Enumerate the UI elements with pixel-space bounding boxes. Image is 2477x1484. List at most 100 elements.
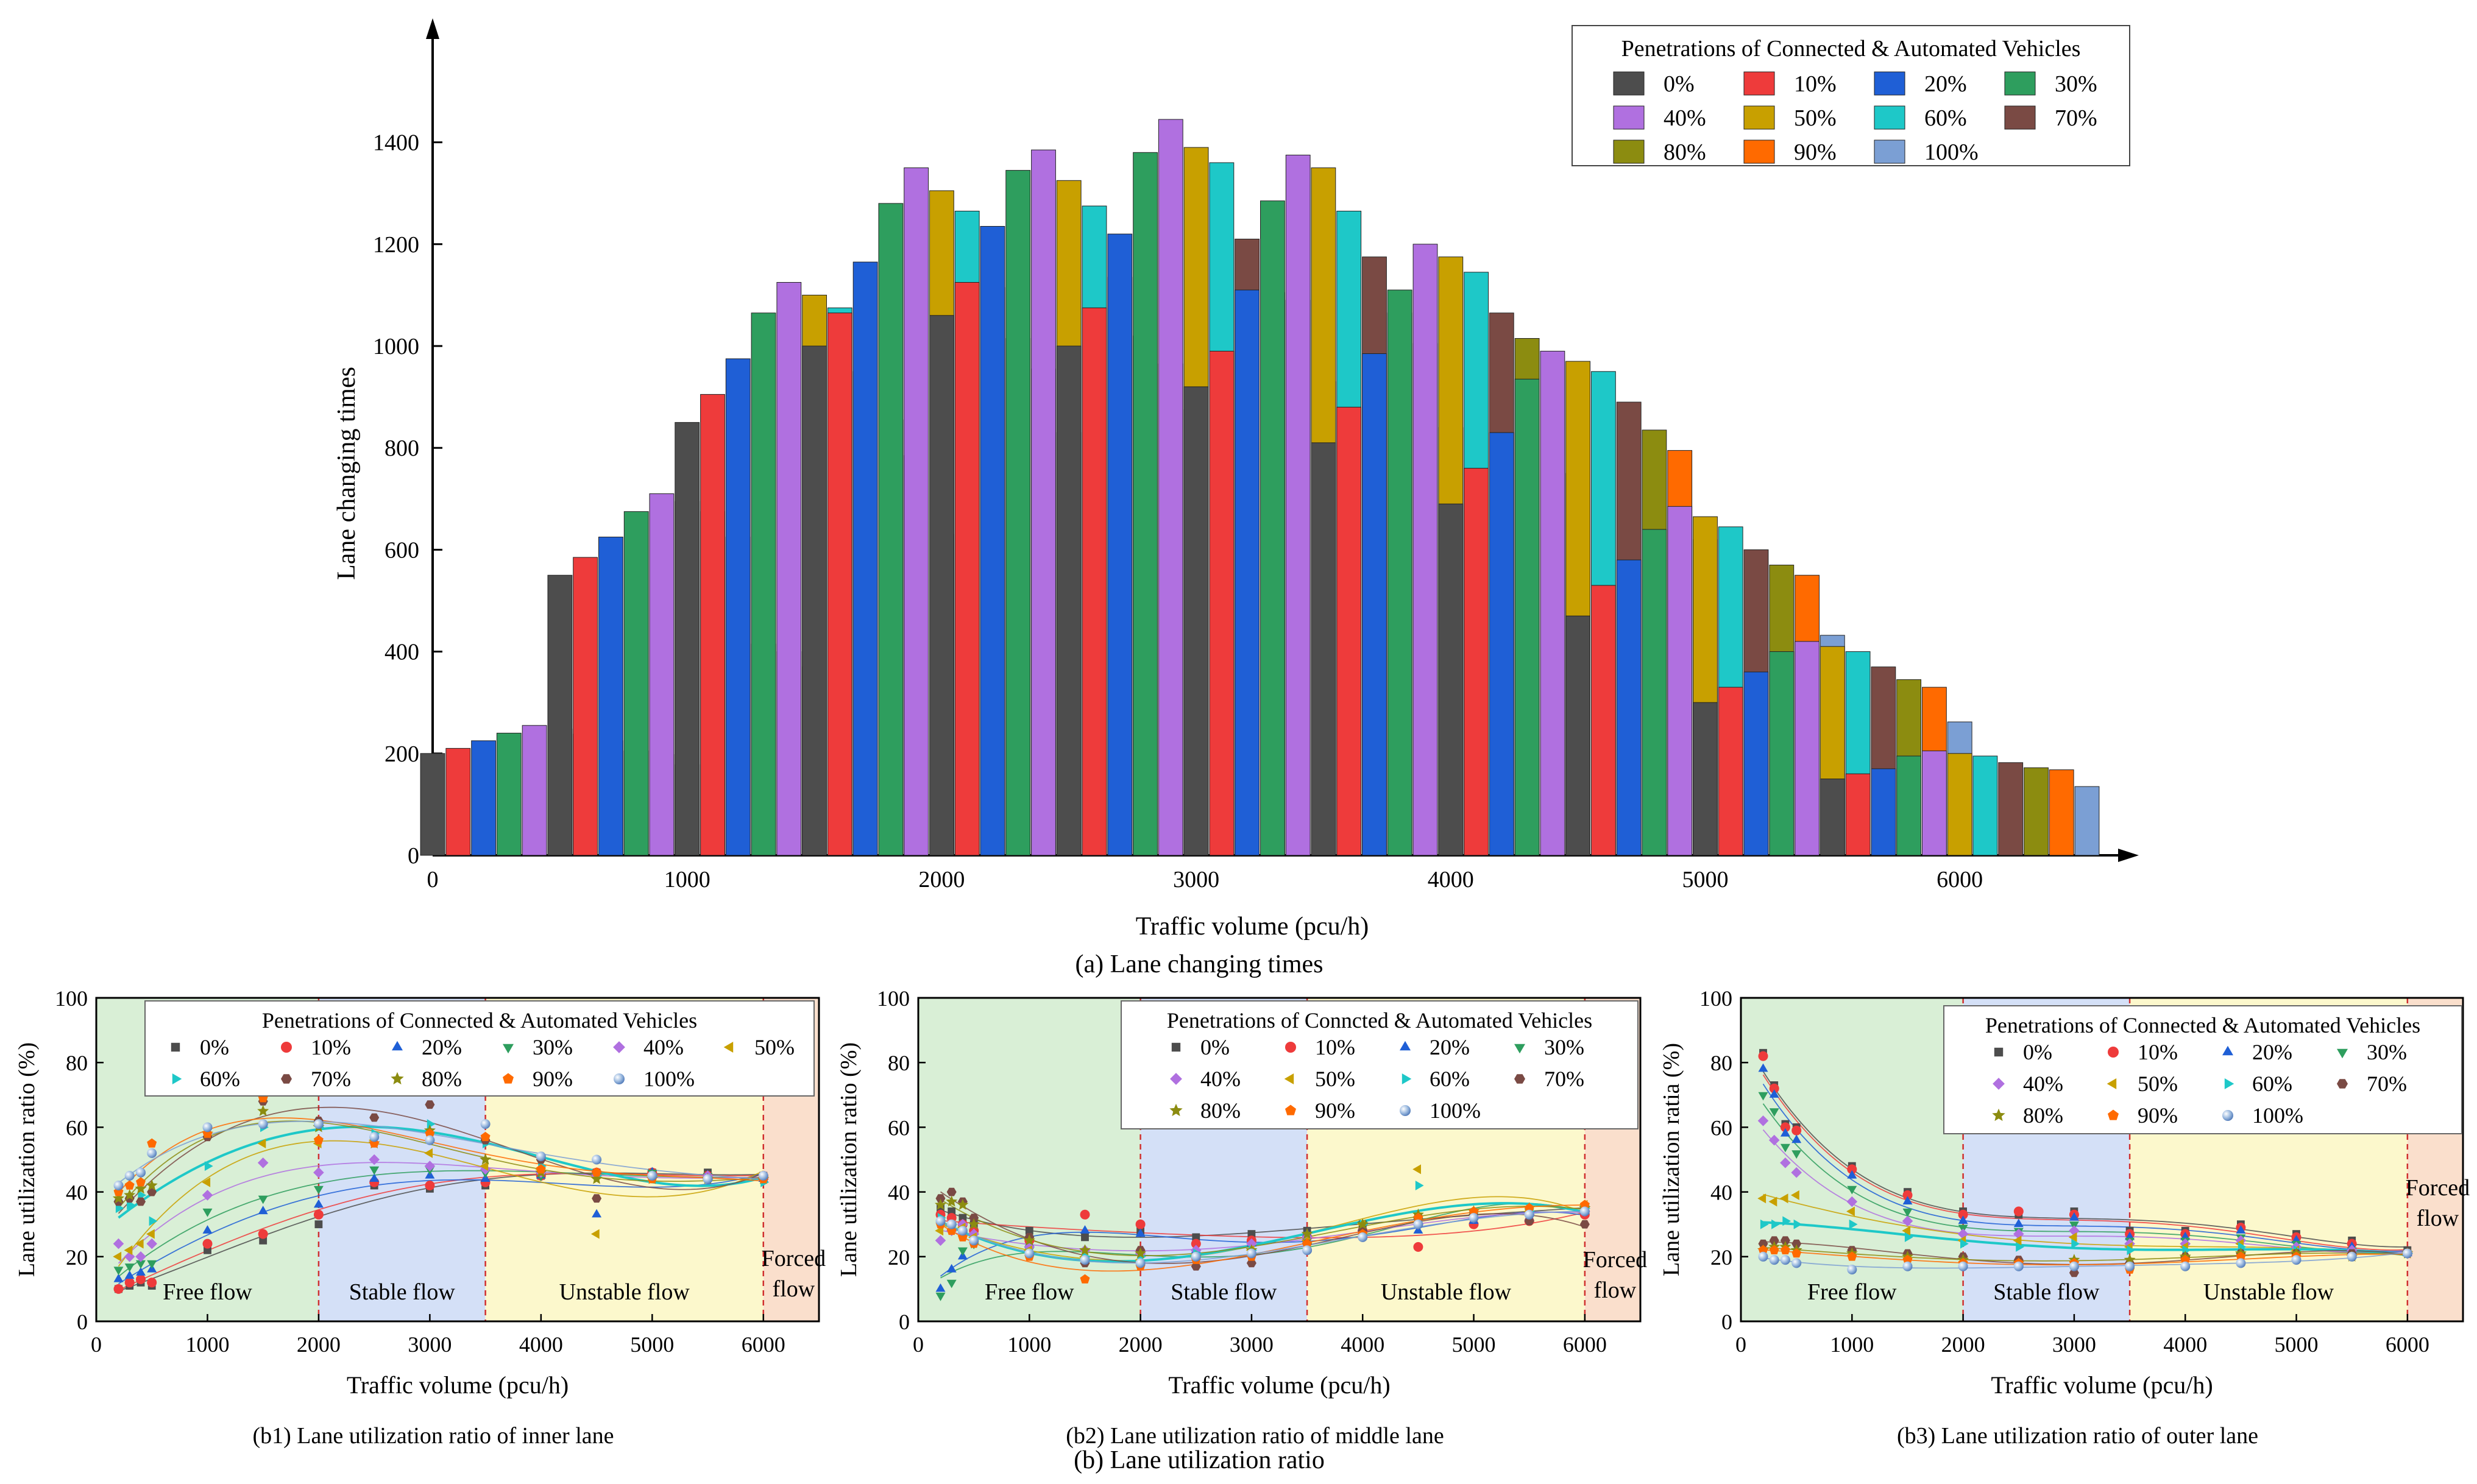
point-50-300 (124, 1245, 133, 1256)
legend-marker-50 (723, 1042, 734, 1053)
point-90-500 (1791, 1248, 1802, 1258)
point-20-3000 (2069, 1212, 2079, 1221)
point-50-300 (1768, 1196, 1777, 1207)
bar-80-6000 (2024, 767, 2049, 856)
point-100-2000 (1958, 1261, 1968, 1271)
marker-shape (1400, 1041, 1411, 1051)
point-70-2500 (369, 1113, 380, 1122)
marker-shape (1904, 1232, 1913, 1242)
point-50-1500 (257, 1139, 266, 1148)
point-20-2500 (369, 1173, 380, 1182)
caption-a: (a) Lane changing times (1075, 950, 1324, 978)
marker-shape (369, 1132, 380, 1142)
marker-shape (258, 1206, 268, 1215)
point-0-1000 (1025, 1226, 1033, 1235)
marker-shape (425, 1135, 435, 1145)
y-tick-label: 0 (408, 843, 419, 869)
marker-shape (202, 1177, 211, 1187)
marker-shape (2069, 1268, 2079, 1277)
legend-label-60: 60% (1924, 105, 1967, 131)
point-80-200 (935, 1198, 946, 1210)
x-tick-label: 2000 (1941, 1332, 1985, 1357)
point-60-2500 (2016, 1242, 2024, 1252)
marker-shape (1514, 1074, 1525, 1084)
point-100-3500 (2125, 1261, 2135, 1271)
legend-title: Penetrations of Connected & Automated Ve… (1621, 36, 2081, 62)
marker-shape (1768, 1196, 1777, 1207)
marker-shape (113, 1267, 124, 1276)
marker-shape (204, 1161, 213, 1171)
bar-20-3000 (1107, 233, 1133, 856)
point-60-500 (149, 1216, 158, 1226)
bar-40-4500 (1540, 350, 1565, 856)
marker-shape (1780, 1143, 1790, 1153)
point-10-1500 (1080, 1209, 1090, 1220)
bar-30-5500 (1769, 651, 1795, 856)
marker-shape (281, 1042, 292, 1053)
point-80-300 (124, 1189, 136, 1200)
marker-shape (1793, 1219, 1802, 1229)
marker-shape (202, 1122, 213, 1132)
bar-10-1500 (700, 394, 725, 856)
marker-shape (124, 1263, 135, 1272)
marker-shape (1791, 1239, 1802, 1248)
legend-marker-10 (1285, 1042, 1296, 1053)
legend-label-30: 30% (2367, 1040, 2407, 1064)
point-40-400 (135, 1251, 146, 1262)
point-60-3500 (2127, 1245, 2136, 1256)
marker-shape (935, 1283, 946, 1292)
marker-shape (1780, 1122, 1790, 1132)
legend-label-70: 70% (2367, 1072, 2407, 1096)
point-100-2500 (369, 1132, 380, 1142)
point-60-1000 (1849, 1219, 1858, 1229)
point-100-4500 (592, 1154, 602, 1165)
x-axis-arrow (2118, 849, 2139, 862)
point-20-2000 (1958, 1215, 1968, 1224)
legend-marker-40 (613, 1041, 625, 1053)
marker-shape (259, 1236, 268, 1245)
point-90-5000 (1469, 1206, 1479, 1216)
y-tick-label: 0 (1721, 1310, 1732, 1334)
bar-20-3500 (1235, 289, 1260, 856)
bar-30-3000 (1133, 152, 1158, 856)
marker-shape (2108, 1109, 2119, 1120)
marker-shape (369, 1154, 380, 1165)
point-80-4500 (590, 1173, 603, 1184)
marker-shape (946, 1279, 957, 1288)
marker-shape (314, 1220, 323, 1229)
bar-40-6000 (1922, 751, 1947, 856)
point-30-400 (1780, 1143, 1790, 1153)
point-30-400 (136, 1260, 146, 1269)
marker-shape (935, 1292, 946, 1301)
y-tick-label: 1000 (373, 334, 419, 359)
x-tick-label: 1000 (664, 867, 710, 892)
bar-40-3500 (1285, 155, 1311, 856)
marker-shape (1524, 1209, 1534, 1220)
legend-label-50: 50% (1315, 1067, 1355, 1091)
marker-shape (1135, 1219, 1146, 1229)
point-100-3500 (480, 1119, 491, 1129)
point-100-200 (935, 1216, 946, 1226)
legend-label-50: 50% (2138, 1072, 2178, 1096)
marker-shape (1413, 1219, 1423, 1229)
marker-shape (1358, 1232, 1368, 1242)
point-100-4500 (1413, 1219, 1423, 1229)
marker-shape (1791, 1125, 1802, 1136)
marker-shape (1080, 1209, 1090, 1220)
y-tick-label: 200 (384, 741, 419, 767)
marker-shape (124, 1189, 136, 1200)
marker-shape (1771, 1219, 1780, 1229)
marker-shape (1579, 1206, 1590, 1217)
region-label-forced-flow-line2: flow (773, 1276, 815, 1302)
data-points (1757, 1048, 2414, 1277)
marker-shape (2402, 1248, 2412, 1259)
bar-0-4500 (1438, 503, 1464, 856)
bar-20-5000 (1616, 559, 1642, 856)
marker-shape (1902, 1215, 1913, 1227)
point-20-1500 (1902, 1196, 1913, 1205)
point-100-6000 (2402, 1248, 2412, 1259)
region-label-forced-flow-line2: flow (1594, 1277, 1637, 1303)
marker-shape (1246, 1248, 1256, 1259)
point-60-2000 (1960, 1238, 1969, 1249)
